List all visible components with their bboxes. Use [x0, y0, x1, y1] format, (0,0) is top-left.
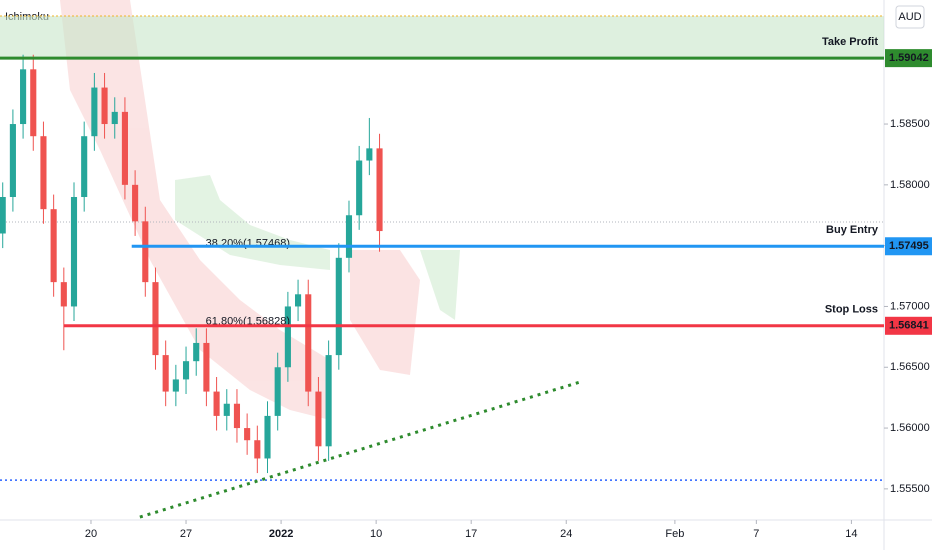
candle-body — [0, 197, 6, 234]
candle-body — [305, 294, 312, 392]
candle-body — [182, 361, 190, 380]
x-tick-label: 24 — [560, 528, 572, 540]
x-tick-label: 2022 — [269, 528, 293, 540]
candle-body — [233, 403, 241, 429]
price-tag-label: 1.56841 — [889, 320, 929, 332]
y-tick-label: 1.56000 — [890, 422, 930, 434]
x-tick-label: 20 — [85, 528, 97, 540]
candle-body — [356, 160, 363, 216]
candle-body — [264, 415, 271, 459]
candle-body — [50, 209, 57, 283]
candle-body — [295, 294, 302, 307]
candle-body — [30, 69, 37, 137]
y-tick-label: 1.56500 — [890, 361, 930, 373]
candle-body — [111, 111, 118, 125]
x-tick-label: 17 — [465, 528, 477, 540]
candle-body — [81, 136, 88, 198]
candle-body — [121, 111, 128, 185]
price-tag — [885, 316, 932, 335]
candle-body — [91, 87, 98, 137]
y-tick-label: 1.57000 — [890, 300, 930, 312]
price-tag — [885, 237, 932, 256]
price-tag-label: 1.57495 — [889, 240, 929, 252]
candle-body — [223, 403, 230, 416]
candle-body — [152, 282, 159, 356]
price-tag-label: 1.59042 — [889, 52, 929, 64]
candle-body — [142, 221, 149, 283]
candle-body — [172, 379, 179, 392]
x-tick-label: 27 — [180, 528, 192, 540]
level-name: Stop Loss — [825, 304, 878, 316]
candle-body — [335, 257, 342, 356]
candle-body — [101, 87, 108, 125]
x-tick-label: Feb — [665, 528, 684, 540]
candle-body — [345, 215, 353, 258]
y-tick-label: 1.58500 — [890, 118, 930, 130]
target-zone — [0, 16, 884, 59]
candle-body — [274, 367, 281, 416]
y-tick-label: 1.58000 — [890, 179, 930, 191]
candle-body — [60, 282, 67, 307]
currency-button[interactable] — [895, 5, 925, 29]
candle-body — [376, 148, 383, 232]
candle-body — [20, 69, 27, 125]
candle-body — [9, 124, 16, 198]
price-tag — [885, 49, 932, 68]
candle-body — [70, 197, 78, 307]
candle-body — [315, 391, 322, 447]
candle-body — [244, 428, 251, 441]
candle-body — [284, 306, 291, 368]
currency-label[interactable]: AUD — [898, 11, 921, 23]
candle-body — [162, 355, 169, 392]
candle-body — [40, 136, 47, 210]
x-tick-label: 10 — [370, 528, 382, 540]
level-name: Take Profit — [822, 36, 878, 48]
candle-body — [132, 184, 139, 222]
level-name: Buy Entry — [826, 224, 879, 236]
y-tick-label: 1.55500 — [890, 483, 930, 495]
x-tick-label: 7 — [753, 528, 759, 540]
candle-body — [213, 391, 220, 416]
fib-label: 61.80%(1.56828) — [206, 315, 290, 327]
candle-body — [193, 342, 200, 362]
candle-body — [325, 355, 332, 447]
x-tick-label: 14 — [845, 528, 857, 540]
candle-body — [254, 440, 261, 459]
candle-body — [366, 148, 373, 161]
candle-body — [203, 342, 210, 392]
